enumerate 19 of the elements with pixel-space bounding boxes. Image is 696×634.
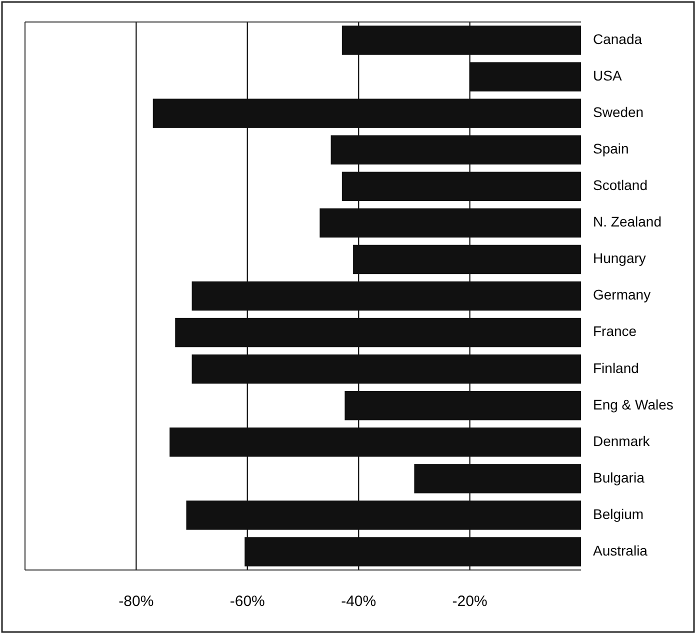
y-tick-label: Australia bbox=[593, 542, 648, 558]
y-tick-label: Bulgaria bbox=[593, 469, 645, 486]
y-tick-label: Hungary bbox=[593, 250, 646, 266]
y-tick-label: Finland bbox=[593, 360, 639, 376]
y-tick-label: Eng & Wales bbox=[593, 396, 674, 412]
y-tick-label: Canada bbox=[593, 30, 642, 47]
y-tick-label: USA bbox=[593, 68, 622, 84]
y-tick-label: Belgium bbox=[593, 506, 644, 522]
x-tick-label: -60% bbox=[230, 593, 265, 610]
y-tick-label: Denmark bbox=[593, 432, 651, 449]
y-tick-label: Germany bbox=[593, 286, 651, 303]
x-tick-label: -80% bbox=[118, 593, 154, 610]
x-tick-label: -40% bbox=[341, 593, 376, 610]
y-tick-label: Sweden bbox=[593, 104, 644, 120]
y-tick-label: N. Zealand bbox=[593, 214, 662, 230]
y-tick-label: France bbox=[593, 323, 637, 340]
x-tick-label: -20% bbox=[452, 593, 488, 610]
y-tick-label: Spain bbox=[593, 140, 629, 157]
y-tick-label: Scotland bbox=[593, 177, 648, 194]
